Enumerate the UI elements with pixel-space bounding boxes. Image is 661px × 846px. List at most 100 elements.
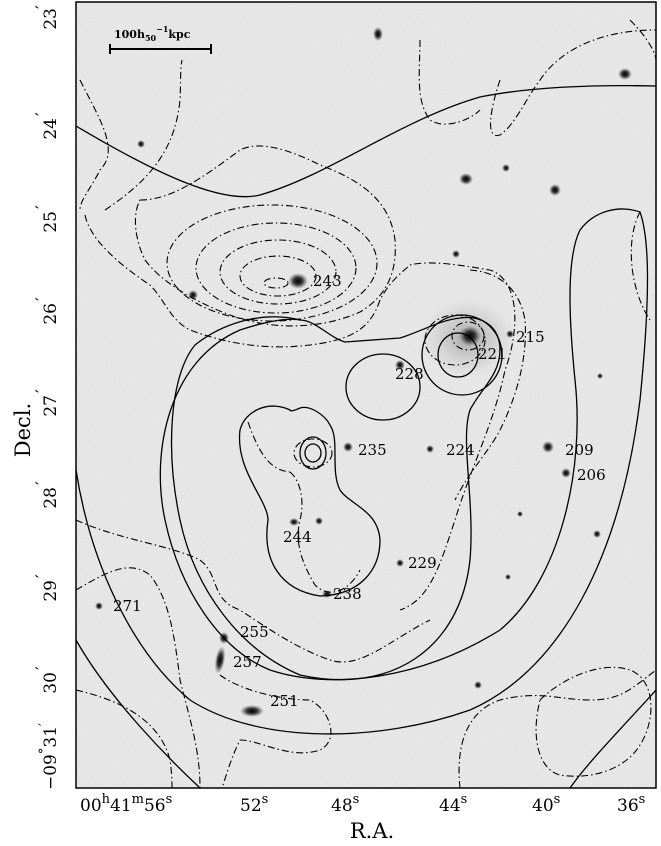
dec-tick-30: 30 ′ — [33, 666, 61, 694]
source — [426, 445, 434, 453]
source — [288, 273, 308, 289]
contour-dashdot — [104, 59, 183, 211]
contour-dashdot — [76, 689, 173, 788]
contour-solid — [569, 689, 656, 788]
source — [395, 360, 405, 370]
galaxy-label: 206 — [577, 466, 606, 484]
svg-text:25: 25 — [41, 211, 61, 233]
contour-dashdot — [134, 145, 396, 327]
galaxy-label: 224 — [446, 441, 475, 459]
svg-text:′: ′ — [33, 574, 53, 578]
contour-dashdot — [166, 204, 378, 322]
contour-solid — [437, 332, 479, 378]
svg-text:−09°31′: −09°31′ — [37, 723, 61, 790]
svg-text:29: 29 — [41, 580, 61, 602]
svg-text:28: 28 — [41, 487, 61, 509]
galaxy-label: 229 — [408, 554, 437, 572]
source — [396, 559, 404, 567]
galaxy-label: 209 — [565, 441, 594, 459]
contour-dashdot — [239, 255, 317, 297]
source — [322, 590, 332, 598]
contour-dashdot — [451, 321, 485, 351]
dec-tick-26: 26 ′ — [33, 297, 61, 325]
source — [505, 574, 511, 580]
source — [542, 441, 554, 453]
source — [593, 530, 601, 538]
contour-dashdot — [263, 277, 289, 289]
source — [474, 681, 482, 689]
dashdot-contours — [76, 19, 656, 788]
galaxy-label: 243 — [313, 272, 342, 290]
galaxy-label: 255 — [240, 623, 269, 641]
contour-dashdot — [535, 666, 652, 777]
dec-tick-23: 23′ — [33, 5, 61, 30]
contour-dashdot — [76, 519, 431, 663]
contour-dashdot — [84, 214, 516, 611]
image-frame — [75, 1, 657, 789]
contour-dashdot — [630, 211, 651, 321]
contour-solid — [421, 314, 503, 396]
svg-text:′: ′ — [33, 666, 53, 670]
contour-dashdot — [219, 674, 332, 788]
dec-tick-28: 28 ′ — [33, 481, 61, 509]
svg-text:′: ′ — [33, 5, 53, 9]
contour-solid — [299, 436, 327, 470]
ra-tick-48: 48s — [331, 792, 359, 816]
galaxy-id-labels: 243 215 221 228 235 224 209 206 244 229 … — [113, 272, 606, 710]
source — [561, 468, 571, 478]
ra-tick-44: 44s — [439, 792, 467, 816]
contour-dashdot — [247, 421, 291, 473]
dec-axis-title: Decl. — [11, 403, 35, 457]
svg-text:′: ′ — [33, 205, 53, 209]
source — [343, 442, 353, 452]
contour-dashdot — [289, 471, 361, 593]
galaxy-label: 238 — [333, 585, 362, 603]
source — [459, 326, 481, 346]
source — [459, 173, 473, 185]
svg-text:′: ′ — [33, 297, 53, 301]
contour-dashdot — [79, 79, 109, 211]
svg-text:′: ′ — [33, 112, 53, 116]
galaxy-label: 251 — [270, 692, 299, 710]
contour-solid — [76, 84, 656, 198]
image-noise — [76, 2, 656, 788]
svg-text:′: ′ — [33, 481, 53, 485]
source — [315, 517, 323, 525]
dec-tick-24: 24 ′ — [33, 112, 61, 140]
contour-dashdot — [195, 222, 357, 314]
contour-solid — [76, 639, 201, 788]
solid-contours — [76, 84, 656, 788]
contour-solid — [170, 316, 501, 681]
dec-axis: 23′ 24′ 25′ 26′ 27′ 28′ 29′ 30′ −09°31′ … — [11, 5, 61, 790]
svg-text:27: 27 — [41, 395, 61, 417]
contour-dashdot — [219, 239, 337, 305]
source — [137, 140, 145, 148]
svg-text:′: ′ — [33, 389, 53, 393]
source — [373, 27, 383, 41]
galaxy-label: 215 — [516, 328, 545, 346]
galaxy-label: 228 — [395, 365, 424, 383]
dec-origin-label: −09°31′ — [37, 723, 61, 790]
contour-dashdot — [293, 438, 333, 468]
svg-text:24: 24 — [41, 118, 61, 140]
galaxy-label: 235 — [358, 441, 387, 459]
ra-axis: 00h41m56s 52s 48s 44s 40s 36s R.A. — [80, 792, 645, 843]
contour-dashdot — [76, 567, 201, 788]
svg-text:26: 26 — [41, 303, 61, 325]
ra-origin-label: 00h41m56s — [80, 792, 172, 816]
galaxy-label: 257 — [233, 653, 262, 671]
contour-solid — [76, 208, 649, 735]
ra-tick-36: 36s — [617, 792, 645, 816]
source — [517, 511, 523, 517]
svg-text:30: 30 — [41, 672, 61, 694]
scale-bar: 100h50−1kpc — [109, 24, 212, 54]
ra-axis-title: R.A. — [350, 819, 394, 843]
contour-dashdot — [418, 39, 481, 125]
svg-text:23: 23 — [41, 8, 61, 30]
galaxy-label: 244 — [283, 528, 312, 546]
galaxy-label: 221 — [478, 345, 507, 363]
dec-tick-25: 25 ′ — [33, 205, 61, 233]
contour-dashdot — [424, 314, 486, 366]
ra-tick-40: 40s — [532, 792, 560, 816]
